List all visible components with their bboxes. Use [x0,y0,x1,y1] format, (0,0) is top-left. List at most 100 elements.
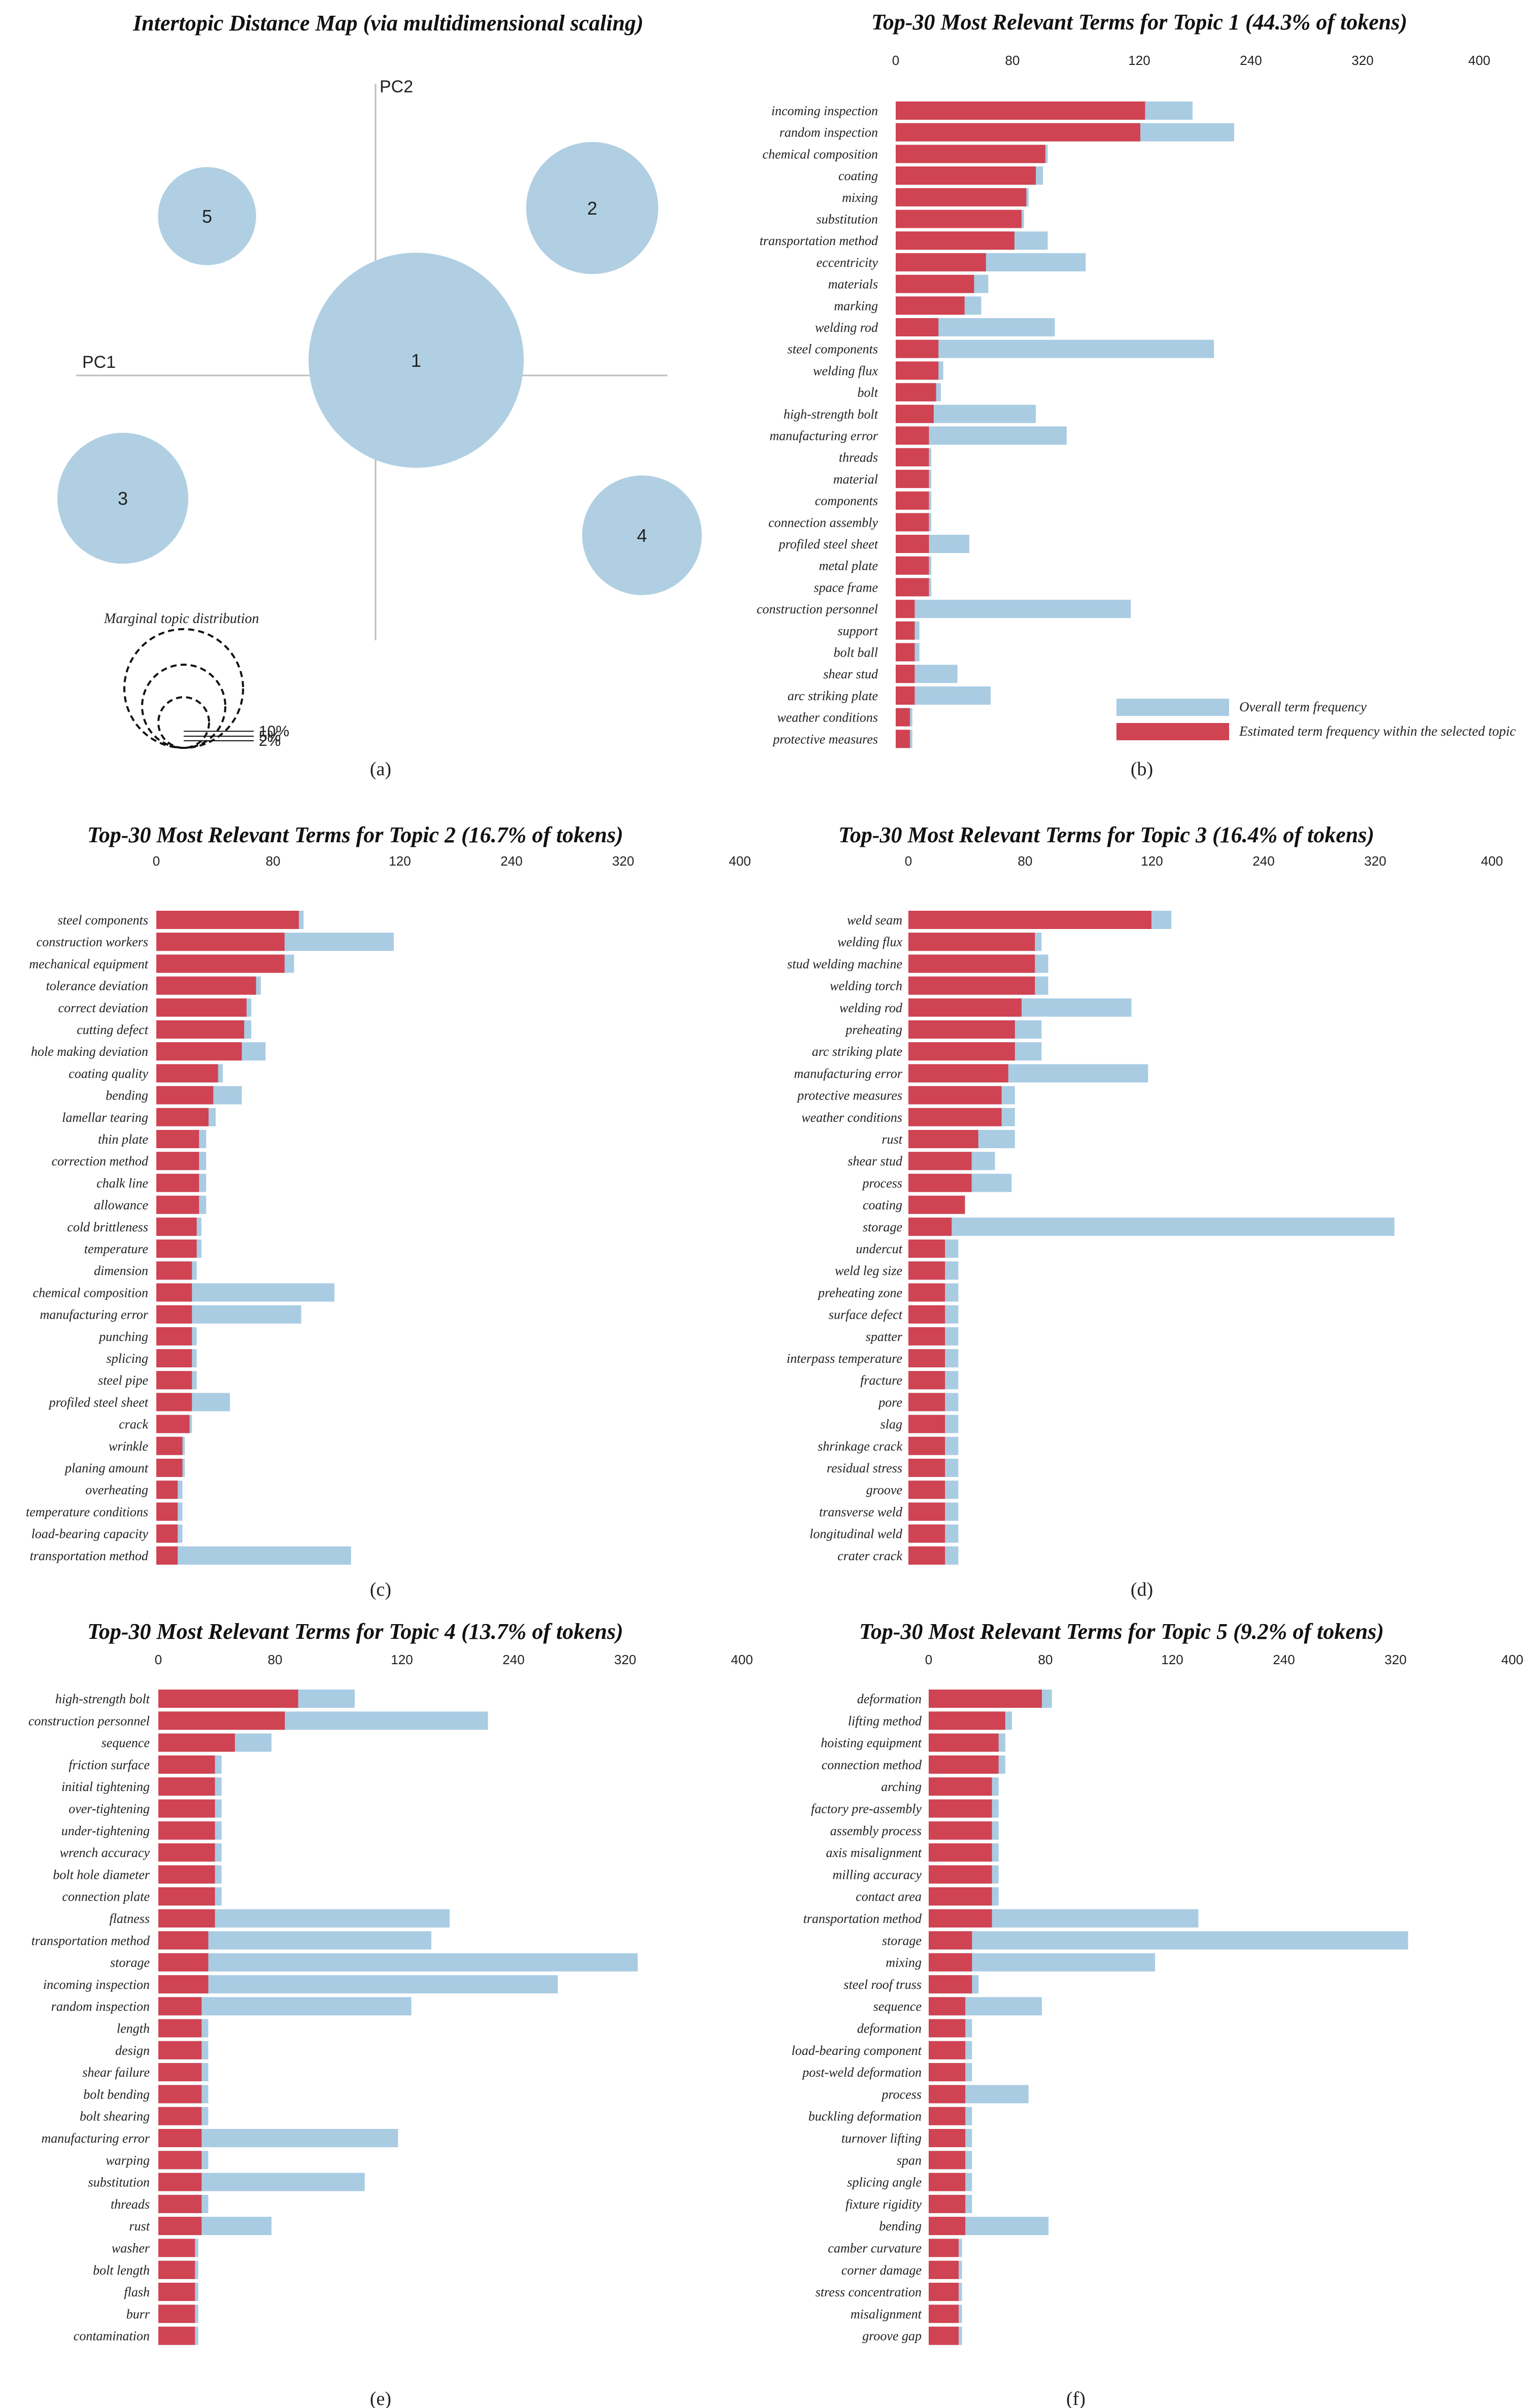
topic-bubble-4[interactable] [582,475,702,595]
estimated-frequency-bar[interactable] [158,1909,215,1928]
estimated-frequency-bar[interactable] [158,1690,298,1708]
estimated-frequency-bar[interactable] [156,1502,178,1521]
estimated-frequency-bar[interactable] [158,1821,215,1840]
estimated-frequency-bar[interactable] [929,2326,959,2345]
estimated-frequency-bar[interactable] [896,101,1145,120]
estimated-frequency-bar[interactable] [158,1865,215,1884]
estimated-frequency-bar[interactable] [929,2217,966,2235]
estimated-frequency-bar[interactable] [929,2304,959,2323]
overall-frequency-bar[interactable] [156,1546,351,1565]
estimated-frequency-bar[interactable] [156,1327,192,1346]
estimated-frequency-bar[interactable] [929,2173,966,2191]
estimated-frequency-bar[interactable] [156,1349,192,1367]
estimated-frequency-bar[interactable] [896,730,910,748]
estimated-frequency-bar[interactable] [156,1283,192,1302]
estimated-frequency-bar[interactable] [908,1349,945,1367]
estimated-frequency-bar[interactable] [158,2173,202,2191]
estimated-frequency-bar[interactable] [929,1953,972,1972]
estimated-frequency-bar[interactable] [896,686,915,705]
estimated-frequency-bar[interactable] [896,556,929,575]
estimated-frequency-bar[interactable] [156,998,247,1017]
topic-bubble-3[interactable] [57,433,188,564]
estimated-frequency-bar[interactable] [929,2129,966,2147]
estimated-frequency-bar[interactable] [156,1459,183,1477]
topic-bubble-5[interactable] [158,167,256,265]
estimated-frequency-bar[interactable] [156,1261,192,1280]
estimated-frequency-bar[interactable] [896,513,929,532]
estimated-frequency-bar[interactable] [896,600,915,618]
estimated-frequency-bar[interactable] [158,1887,215,1906]
estimated-frequency-bar[interactable] [158,2107,202,2125]
estimated-frequency-bar[interactable] [156,1174,199,1192]
estimated-frequency-bar[interactable] [929,2063,966,2082]
estimated-frequency-bar[interactable] [896,469,929,488]
estimated-frequency-bar[interactable] [929,2019,966,2038]
estimated-frequency-bar[interactable] [156,1064,218,1083]
estimated-frequency-bar[interactable] [896,361,939,380]
estimated-frequency-bar[interactable] [908,1130,978,1148]
estimated-frequency-bar[interactable] [158,2239,195,2257]
estimated-frequency-bar[interactable] [158,1733,235,1752]
estimated-frequency-bar[interactable] [158,2019,202,2038]
estimated-frequency-bar[interactable] [158,2326,195,2345]
estimated-frequency-bar[interactable] [929,1865,992,1884]
estimated-frequency-bar[interactable] [908,911,1151,929]
estimated-frequency-bar[interactable] [908,1481,945,1499]
estimated-frequency-bar[interactable] [929,1777,992,1796]
estimated-frequency-bar[interactable] [896,643,915,662]
estimated-frequency-bar[interactable] [929,1799,992,1818]
estimated-frequency-bar[interactable] [908,1305,945,1324]
topic-bubble-2[interactable] [526,142,659,274]
estimated-frequency-bar[interactable] [908,1020,1015,1039]
estimated-frequency-bar[interactable] [158,1953,209,1972]
estimated-frequency-bar[interactable] [156,1393,192,1412]
estimated-frequency-bar[interactable] [156,1020,245,1039]
estimated-frequency-bar[interactable] [896,665,915,683]
estimated-frequency-bar[interactable] [156,1195,199,1214]
estimated-frequency-bar[interactable] [156,1546,178,1565]
estimated-frequency-bar[interactable] [908,1371,945,1390]
estimated-frequency-bar[interactable] [908,998,1022,1017]
estimated-frequency-bar[interactable] [908,1086,1002,1105]
estimated-frequency-bar[interactable] [158,2151,202,2170]
estimated-frequency-bar[interactable] [158,1799,215,1818]
estimated-frequency-bar[interactable] [158,2194,202,2213]
estimated-frequency-bar[interactable] [158,2129,202,2147]
estimated-frequency-bar[interactable] [908,1152,972,1171]
estimated-frequency-bar[interactable] [929,2041,966,2059]
estimated-frequency-bar[interactable] [156,1086,214,1105]
estimated-frequency-bar[interactable] [929,2260,959,2279]
estimated-frequency-bar[interactable] [896,166,1036,185]
estimated-frequency-bar[interactable] [908,933,1035,951]
estimated-frequency-bar[interactable] [908,1327,945,1346]
overall-frequency-bar[interactable] [158,1975,558,1993]
estimated-frequency-bar[interactable] [908,1393,945,1412]
estimated-frequency-bar[interactable] [156,976,256,995]
estimated-frequency-bar[interactable] [156,1152,199,1171]
estimated-frequency-bar[interactable] [929,1690,1042,1708]
overall-frequency-bar[interactable] [158,1953,638,1972]
overall-frequency-bar[interactable] [896,600,1131,618]
estimated-frequency-bar[interactable] [158,2041,202,2059]
estimated-frequency-bar[interactable] [908,1174,972,1192]
estimated-frequency-bar[interactable] [156,1217,197,1236]
estimated-frequency-bar[interactable] [158,1975,209,1993]
estimated-frequency-bar[interactable] [908,1261,945,1280]
estimated-frequency-bar[interactable] [929,2239,959,2257]
estimated-frequency-bar[interactable] [156,1481,178,1499]
estimated-frequency-bar[interactable] [929,2151,966,2170]
estimated-frequency-bar[interactable] [158,2304,195,2323]
estimated-frequency-bar[interactable] [896,383,936,402]
estimated-frequency-bar[interactable] [929,1755,999,1774]
estimated-frequency-bar[interactable] [896,578,929,597]
estimated-frequency-bar[interactable] [908,1217,952,1236]
estimated-frequency-bar[interactable] [156,1130,199,1148]
estimated-frequency-bar[interactable] [908,1546,945,1565]
estimated-frequency-bar[interactable] [158,2283,195,2301]
estimated-frequency-bar[interactable] [896,535,929,553]
estimated-frequency-bar[interactable] [158,1931,209,1950]
estimated-frequency-bar[interactable] [158,2260,195,2279]
estimated-frequency-bar[interactable] [896,448,929,467]
estimated-frequency-bar[interactable] [158,2217,202,2235]
estimated-frequency-bar[interactable] [158,1755,215,1774]
